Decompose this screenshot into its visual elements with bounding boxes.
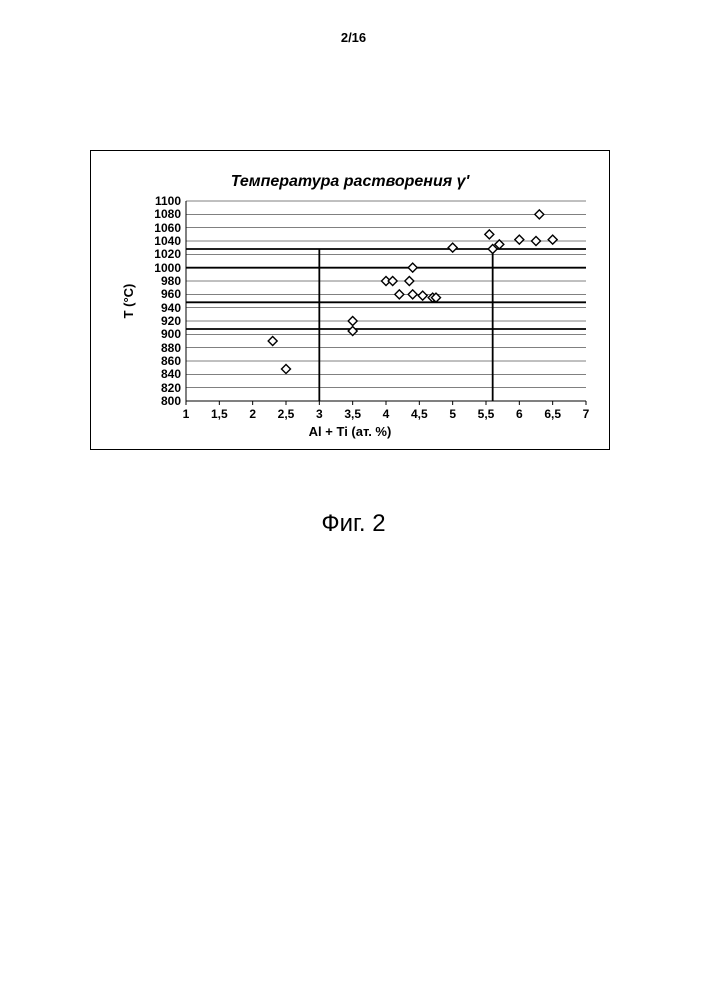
y-tick-label: 860 <box>161 354 181 368</box>
x-tick-label: 5 <box>443 407 463 421</box>
y-tick-label: 880 <box>161 341 181 355</box>
y-tick-label: 820 <box>161 381 181 395</box>
chart-container: Температура растворения γ' T (°C) Al + T… <box>90 150 610 450</box>
y-tick-label: 1020 <box>154 247 181 261</box>
x-tick-label: 2,5 <box>276 407 296 421</box>
y-tick-label: 1080 <box>154 207 181 221</box>
plot-area <box>186 201 586 401</box>
y-tick-label: 960 <box>161 287 181 301</box>
x-tick-label: 5,5 <box>476 407 496 421</box>
y-tick-label: 1040 <box>154 234 181 248</box>
y-tick-label: 980 <box>161 274 181 288</box>
y-tick-label: 840 <box>161 367 181 381</box>
chart-title: Температура растворения γ' <box>91 173 609 191</box>
x-tick-label: 7 <box>576 407 596 421</box>
x-tick-label: 2 <box>243 407 263 421</box>
x-tick-label: 4,5 <box>409 407 429 421</box>
scatter-plot-svg <box>186 201 586 401</box>
x-tick-label: 6 <box>509 407 529 421</box>
page-number: 2/16 <box>0 30 707 45</box>
x-tick-label: 3,5 <box>343 407 363 421</box>
page: 2/16 Температура растворения γ' T (°C) A… <box>0 0 707 1000</box>
y-tick-label: 1100 <box>155 194 181 208</box>
y-tick-label: 940 <box>161 301 181 315</box>
x-tick-label: 3 <box>309 407 329 421</box>
y-tick-label: 900 <box>161 327 181 341</box>
y-tick-label: 1000 <box>154 261 181 275</box>
x-axis-label: Al + Ti (ат. %) <box>91 424 609 439</box>
x-tick-label: 1 <box>176 407 196 421</box>
y-tick-label: 800 <box>161 394 181 408</box>
y-tick-label: 920 <box>161 314 181 328</box>
x-tick-label: 4 <box>376 407 396 421</box>
y-tick-label: 1060 <box>154 221 181 235</box>
y-axis-label: T (°C) <box>121 284 136 319</box>
x-tick-label: 1,5 <box>209 407 229 421</box>
figure-caption: Фиг. 2 <box>0 510 707 538</box>
x-tick-label: 6,5 <box>543 407 563 421</box>
